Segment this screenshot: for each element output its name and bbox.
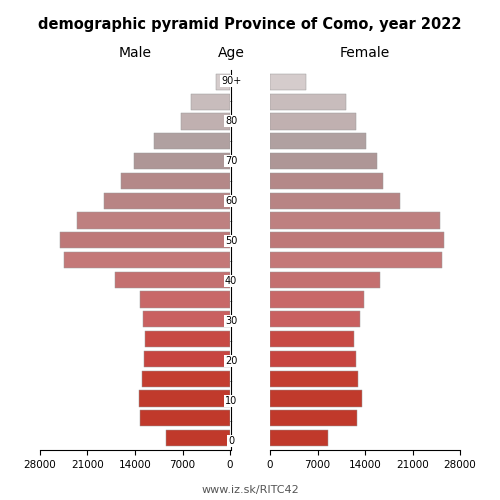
- Text: -: -: [230, 378, 232, 384]
- Text: -: -: [230, 418, 232, 424]
- Text: 30: 30: [225, 316, 237, 326]
- Text: 50: 50: [225, 236, 237, 246]
- Bar: [270, 74, 306, 90]
- Text: -: -: [230, 258, 232, 264]
- Bar: [64, 252, 230, 268]
- Bar: [122, 172, 230, 189]
- Text: 40: 40: [225, 276, 237, 286]
- Bar: [154, 133, 230, 150]
- Bar: [134, 153, 230, 169]
- Text: -: -: [230, 298, 232, 304]
- Text: Age: Age: [218, 46, 244, 60]
- Text: 80: 80: [225, 116, 237, 126]
- Text: -: -: [230, 218, 232, 224]
- Bar: [144, 351, 230, 367]
- Text: 0: 0: [228, 436, 234, 446]
- Bar: [181, 114, 230, 130]
- Bar: [60, 232, 230, 248]
- Bar: [270, 114, 356, 130]
- Bar: [270, 172, 382, 189]
- Text: Male: Male: [118, 46, 152, 60]
- Bar: [190, 94, 230, 110]
- Bar: [104, 192, 230, 208]
- Text: -: -: [230, 98, 232, 104]
- Bar: [143, 312, 230, 328]
- Bar: [270, 252, 442, 268]
- Bar: [270, 331, 354, 347]
- Bar: [144, 331, 230, 347]
- Bar: [270, 370, 358, 387]
- Bar: [166, 430, 230, 446]
- Bar: [114, 272, 230, 288]
- Text: 90+: 90+: [221, 76, 241, 86]
- Text: 20: 20: [225, 356, 237, 366]
- Bar: [270, 212, 440, 228]
- Bar: [139, 390, 230, 406]
- Bar: [270, 232, 444, 248]
- Bar: [270, 312, 360, 328]
- Bar: [270, 153, 376, 169]
- Bar: [270, 133, 366, 150]
- Text: demographic pyramid Province of Como, year 2022: demographic pyramid Province of Como, ye…: [38, 18, 462, 32]
- Bar: [270, 351, 356, 367]
- Text: www.iz.sk/RITC42: www.iz.sk/RITC42: [201, 485, 299, 495]
- Bar: [270, 94, 346, 110]
- Bar: [216, 74, 230, 90]
- Text: Female: Female: [340, 46, 390, 60]
- Bar: [270, 410, 357, 426]
- Text: -: -: [230, 138, 232, 144]
- Text: 10: 10: [225, 396, 237, 406]
- Bar: [142, 370, 230, 387]
- Bar: [270, 430, 328, 446]
- Bar: [140, 292, 230, 308]
- Text: -: -: [230, 338, 232, 344]
- Bar: [140, 410, 230, 426]
- Bar: [270, 292, 364, 308]
- Text: 70: 70: [225, 156, 237, 166]
- Bar: [270, 272, 380, 288]
- Text: 60: 60: [225, 196, 237, 206]
- Bar: [270, 390, 362, 406]
- Text: -: -: [230, 178, 232, 184]
- Bar: [270, 192, 400, 208]
- Bar: [78, 212, 230, 228]
